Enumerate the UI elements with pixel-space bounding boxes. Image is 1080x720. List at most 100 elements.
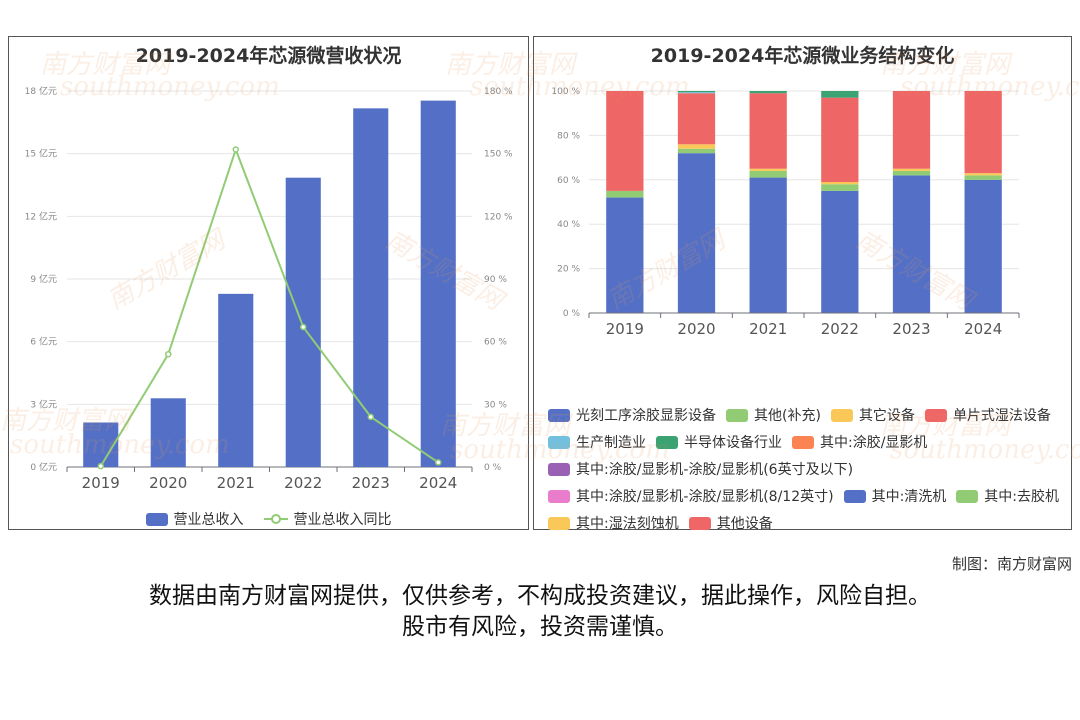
legend-item[interactable]: 其中:涂胶/显影机-涂胶/显影机(8/12英寸)	[548, 486, 834, 506]
legend-marker-swatch	[270, 514, 281, 524]
legend-label: 营业总收入同比	[293, 512, 392, 528]
legend-swatch	[548, 516, 570, 530]
legend-item[interactable]: 其中:涂胶/显影机	[792, 432, 927, 452]
y-right-tick-label: 0 %	[484, 463, 502, 473]
legend-label: 半导体设备行业	[684, 435, 782, 451]
x-tick-label: 2021	[217, 474, 255, 492]
y-right-tick-label: 120 %	[484, 212, 513, 222]
x-tick-label: 2019	[606, 320, 644, 338]
legend-swatch	[726, 408, 748, 422]
structure-chart-legend: 光刻工序涂胶显影设备 其他(补充) 其它设备 单片式湿法设备 生产制造业 半导体设备行业其…	[548, 405, 1063, 533]
structure-segment	[821, 184, 859, 191]
yoy-point	[367, 413, 374, 421]
legend-swatch	[688, 516, 711, 530]
x-tick-label: 2022	[821, 320, 859, 338]
revenue-bar	[218, 293, 254, 467]
y-tick-label: 0 %	[563, 309, 581, 319]
yoy-point	[300, 323, 307, 331]
yoy-point	[232, 146, 239, 153]
legend-swatch	[656, 435, 678, 449]
legend-item[interactable]: 其它设备	[830, 405, 915, 425]
legend-item[interactable]: 营业总收入	[145, 509, 244, 529]
legend-swatch	[924, 408, 947, 422]
legend-item[interactable]: 其中:涂胶/显影机-涂胶/显影机(6英寸及以下)	[548, 459, 853, 479]
x-tick-label: 2019	[82, 474, 120, 492]
structure-segment	[964, 91, 1002, 174]
structure-segment	[606, 91, 644, 191]
structure-segment	[821, 182, 859, 185]
legend-label: 其他(补充)	[754, 408, 821, 424]
structure-segment	[749, 91, 787, 94]
legend-label: 单片式湿法设备	[952, 408, 1051, 424]
chart-credit: 制图：南方财富网	[951, 555, 1072, 573]
yoy-series-line	[99, 146, 439, 467]
legend-item[interactable]: 其中:去胶机	[956, 486, 1059, 506]
structure-segment	[677, 91, 716, 93]
y-right-tick-label: 90 %	[484, 275, 507, 285]
legend-item[interactable]: 光刻工序涂胶显影设备	[548, 405, 716, 425]
legend-item[interactable]: 其他(补充)	[726, 405, 821, 425]
x-tick-label: 2024	[419, 474, 457, 492]
legend-label: 其中:去胶机	[984, 489, 1060, 505]
legend-label: 生产制造业	[576, 435, 646, 451]
x-tick-label: 2020	[149, 474, 187, 492]
legend-item[interactable]: 单片式湿法设备	[924, 405, 1051, 425]
structure-segment	[606, 190, 644, 198]
y-tick-label: 60 %	[557, 176, 580, 186]
legend-swatch	[843, 489, 866, 503]
legend-item[interactable]: 生产制造业	[548, 432, 646, 452]
y-right-tick-label: 150 %	[484, 150, 513, 160]
legend-item[interactable]: 其中:清洗机	[843, 486, 947, 506]
revenue-chart-legend: 营业总收入 营业总收入同比	[9, 509, 528, 529]
structure-segment	[892, 170, 931, 176]
y-right-tick-label: 60 %	[484, 338, 507, 348]
structure-segment	[964, 179, 1002, 313]
legend-swatch	[548, 408, 570, 422]
y-right-tick-label: 180 %	[484, 87, 513, 97]
legend-swatch	[792, 435, 814, 449]
x-tick-label: 2022	[284, 474, 322, 492]
structure-segment	[964, 173, 1002, 176]
legend-label: 其中:清洗机	[871, 489, 947, 505]
structure-segment	[749, 177, 787, 313]
structure-segment	[677, 148, 716, 154]
legend-label: 其中:涂胶/显影机-涂胶/显影机(8/12英寸)	[576, 489, 834, 505]
x-tick-label: 2021	[749, 320, 787, 338]
legend-swatch	[263, 514, 288, 524]
legend-item[interactable]: 其他设备	[688, 513, 773, 533]
disclaimer-line-2: 股市有风险，投资需谨慎。	[402, 614, 678, 640]
structure-segment	[606, 197, 644, 313]
y-left-tick-label: 18 亿元	[25, 85, 57, 97]
legend-swatch	[548, 462, 570, 476]
y-tick-label: 40 %	[557, 220, 580, 230]
structure-segment	[677, 92, 716, 94]
legend-label: 其中:湿法刻蚀机	[576, 516, 679, 532]
y-tick-label: 100 %	[551, 87, 580, 97]
y-tick-label: 80 %	[557, 131, 580, 141]
legend-swatch	[145, 512, 168, 526]
revenue-bar	[420, 100, 456, 467]
legend-swatch	[830, 408, 853, 422]
legend-item[interactable]: 营业总收入同比	[263, 509, 392, 529]
y-right-tick-label: 30 %	[484, 400, 507, 410]
disclaimer: 数据由南方财富网提供，仅供参考，不构成投资建议，据此操作，风险自担。 股市有风险…	[0, 581, 1080, 643]
structure-segment	[892, 168, 931, 171]
structure-chart-panel: 2019-2024年芯源微业务结构变化 0 % 20 % 40 % 60 % 80 % 1…	[533, 36, 1072, 533]
legend-swatch	[548, 435, 570, 449]
yoy-point	[435, 459, 442, 466]
legend-item[interactable]: 半导体设备行业	[656, 432, 782, 452]
legend-swatch	[956, 489, 979, 503]
x-tick-label: 2023	[352, 474, 390, 492]
revenue-bar	[285, 177, 321, 467]
legend-item[interactable]: 其中:湿法刻蚀机	[548, 513, 679, 533]
y-left-tick-label: 0 亿元	[30, 461, 57, 473]
legend-swatch	[548, 489, 570, 503]
legend-label: 其他设备	[716, 516, 773, 532]
structure-segment	[677, 144, 716, 149]
structure-segment	[892, 175, 931, 313]
structure-chart-svg: 0 % 20 % 40 % 60 % 80 % 100 % 2019 2020 2021 2022…	[551, 87, 1020, 338]
legend-label: 光刻工序涂胶显影设备	[576, 408, 716, 424]
y-left-tick-label: 9 亿元	[30, 273, 57, 285]
structure-segment	[749, 93, 787, 169]
structure-segment	[821, 190, 859, 313]
